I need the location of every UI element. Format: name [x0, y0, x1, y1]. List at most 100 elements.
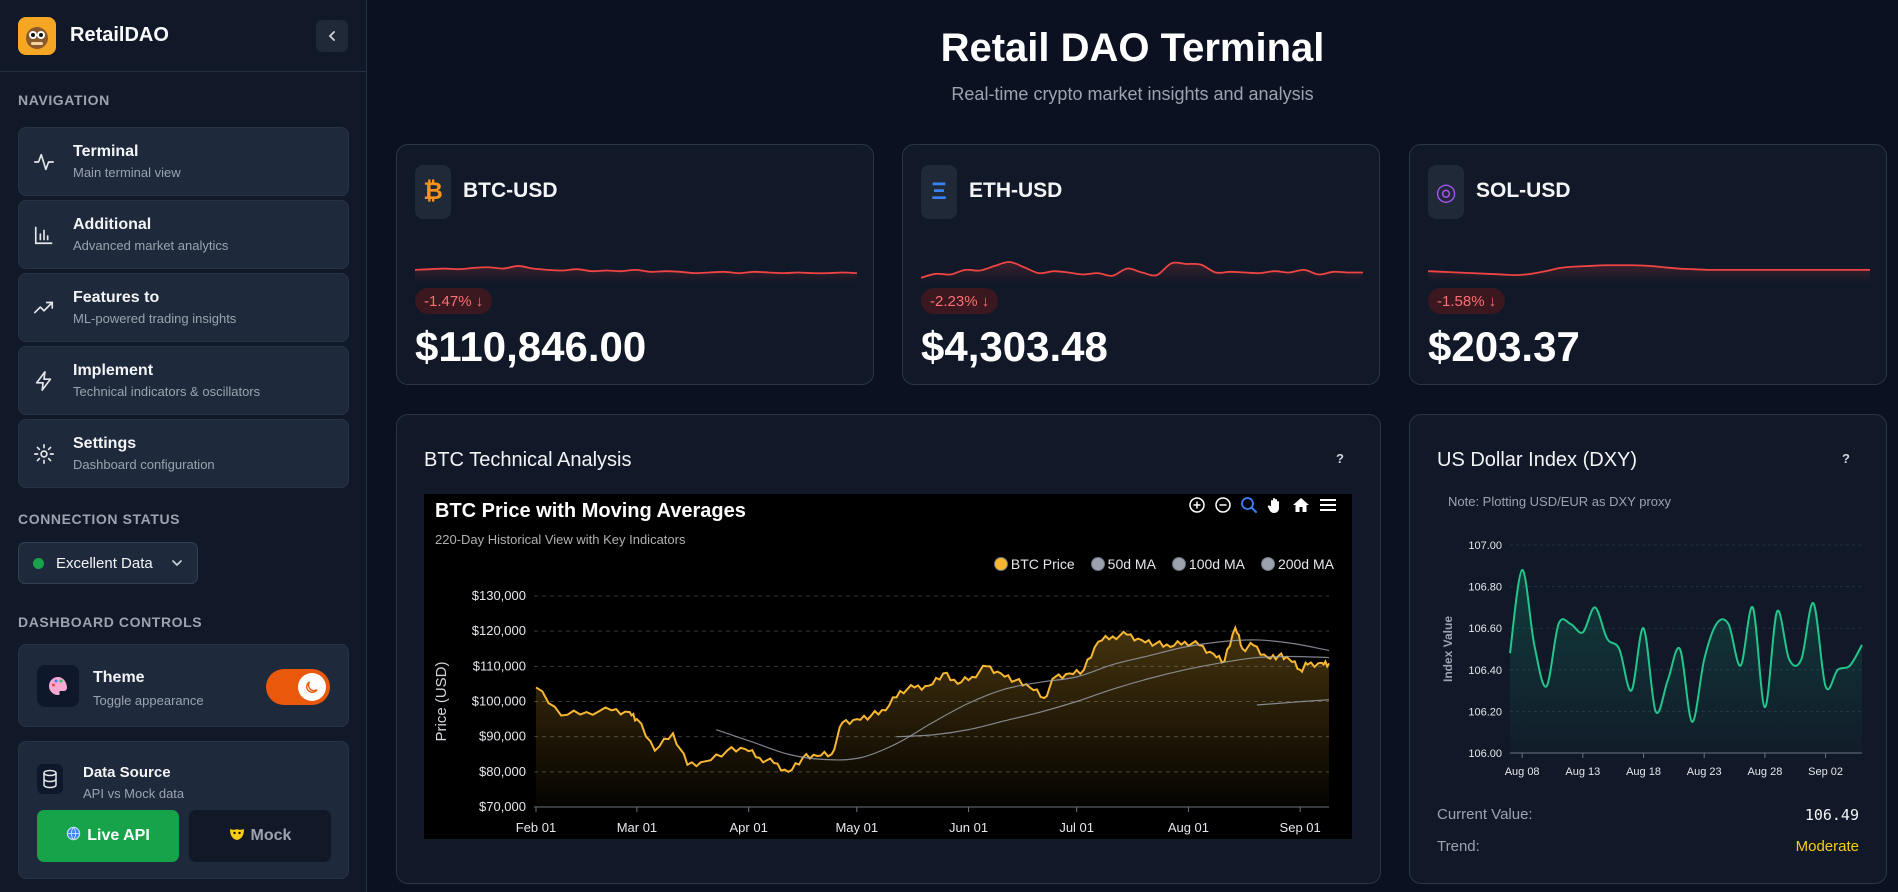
dxy-area — [1510, 569, 1862, 753]
x-tick-label: Apr 01 — [730, 820, 768, 835]
chart-title: BTC Price with Moving Averages — [435, 500, 746, 522]
nav-sub: ML-powered trading insights — [73, 311, 237, 326]
data-source-control: Data Source API vs Mock data Live API Mo… — [18, 741, 349, 879]
dxy-card: US Dollar Index (DXY) ? Note: Plotting U… — [1409, 414, 1887, 884]
sidebar-item-terminal[interactable]: Terminal Main terminal view — [18, 127, 349, 196]
btc-price-line — [535, 624, 1330, 773]
chart-subtitle: 220-Day Historical View with Key Indicat… — [435, 532, 686, 547]
home-icon[interactable] — [1292, 496, 1310, 514]
legend-label: 200d MA — [1277, 556, 1334, 572]
live-api-label: Live API — [87, 827, 150, 844]
chevron-left-icon — [328, 30, 335, 41]
x-tick-label: Jul 01 — [1059, 820, 1094, 835]
ticker-card-sol[interactable]: ◎ SOL-USD -1.58% ↓ $203.37 — [1409, 144, 1887, 385]
theme-toggle[interactable] — [266, 669, 330, 705]
ticker-symbol: SOL-USD — [1476, 179, 1571, 202]
nav-label: Terminal — [73, 143, 139, 160]
ticker-price: $203.37 — [1428, 323, 1580, 370]
status-dot-icon — [33, 557, 44, 569]
x-tick-label: Aug 23 — [1687, 766, 1722, 778]
dxy-note: Note: Plotting USD/EUR as DXY proxy — [1448, 494, 1672, 509]
connection-status-value: Excellent Data — [56, 554, 153, 572]
btc-chart: BTC Price with Moving Averages 220-Day H… — [424, 494, 1352, 839]
sparkline-chart — [415, 265, 857, 283]
dxy-line — [1509, 568, 1863, 723]
zoom-out-icon[interactable] — [1214, 496, 1232, 514]
y-tick-label: $90,000 — [479, 729, 526, 744]
collapse-sidebar-button[interactable] — [316, 19, 348, 52]
y-tick-label: $100,000 — [472, 694, 526, 709]
moving-average-line — [896, 655, 1330, 738]
live-api-button[interactable]: Live API — [37, 810, 179, 862]
nav-label: Additional — [73, 216, 152, 233]
x-tick-label: Aug 18 — [1626, 766, 1661, 778]
nav-label: Settings — [73, 435, 137, 452]
y-tick-label: $120,000 — [472, 623, 526, 638]
y-tick-label: 106.20 — [1468, 706, 1502, 718]
legend-label: BTC Price — [1010, 556, 1075, 572]
x-tick-label: Aug 13 — [1565, 766, 1600, 778]
legend-swatch — [993, 557, 1008, 571]
mock-label: Mock — [250, 827, 292, 844]
y-tick-label: 107.00 — [1468, 540, 1502, 552]
legend-swatch — [1090, 557, 1105, 571]
legend-item[interactable]: 50d MA — [1090, 556, 1156, 572]
sparkline-chart — [921, 261, 1363, 283]
change-badge: -2.23% ↓ — [921, 288, 999, 314]
palette-icon — [37, 665, 79, 707]
y-tick-label: 106.80 — [1468, 582, 1502, 594]
dxy-chart: 106.00 106.20 106.40 106.60 106.80 107.00 Aug … — [1441, 540, 1863, 778]
theme-sub: Toggle appearance — [93, 693, 204, 708]
chart-toolbar — [1188, 496, 1338, 514]
btc-plot: $70,000 $80,000 $90,000 $100,000 $110,000 $12… — [433, 588, 1330, 835]
ticker-symbol: ETH-USD — [969, 179, 1063, 202]
nav-sub: Dashboard configuration — [73, 457, 215, 472]
x-tick-label: Aug 28 — [1747, 766, 1782, 778]
moving-average-line — [1256, 699, 1330, 706]
connection-status-heading: CONNECTION STATUS — [18, 511, 181, 527]
x-tick-label: Sep 02 — [1808, 766, 1843, 778]
nav-sub: Main terminal view — [73, 165, 181, 180]
page-subtitle: Real-time crypto market insights and ana… — [951, 84, 1314, 104]
menu-icon[interactable] — [1318, 496, 1338, 514]
sidebar-item-additional[interactable]: Additional Advanced market analytics — [18, 200, 349, 269]
globe-icon — [66, 826, 81, 846]
sparkline-area — [415, 265, 857, 283]
brand-name: RetailDAO — [70, 24, 169, 46]
sparkline-area — [921, 261, 1363, 283]
help-button[interactable]: ? — [1842, 451, 1850, 466]
sidebar-item-settings[interactable]: Settings Dashboard configuration — [18, 419, 349, 488]
legend-item[interactable]: 200d MA — [1260, 556, 1334, 572]
lightning-icon — [35, 370, 52, 391]
zoom-in-icon[interactable] — [1188, 496, 1206, 514]
legend-item[interactable]: 100d MA — [1171, 556, 1245, 572]
sparkline-chart — [1428, 264, 1870, 283]
sidebar-item-implement[interactable]: Implement Technical indicators & oscillat… — [18, 346, 349, 415]
moving-average-line — [716, 639, 1330, 761]
connection-status-select[interactable]: Excellent Data — [18, 542, 198, 584]
legend-label: 50d MA — [1107, 556, 1156, 572]
nav-label: Implement — [73, 362, 154, 379]
ticker-price: $4,303.48 — [921, 323, 1108, 370]
mock-button[interactable]: Mock — [189, 810, 331, 862]
trend-value: Moderate — [1795, 838, 1859, 855]
search-icon[interactable] — [1240, 496, 1258, 514]
y-tick-label: 106.00 — [1468, 748, 1502, 760]
data-source-label: Data Source — [83, 764, 171, 781]
card-title: US Dollar Index (DXY) — [1437, 449, 1638, 471]
card-title: BTC Technical Analysis — [424, 449, 632, 471]
help-button[interactable]: ? — [1336, 451, 1344, 466]
y-tick-label: $80,000 — [479, 764, 526, 779]
ticker-card-eth[interactable]: Ξ ETH-USD -2.23% ↓ $4,303.48 — [902, 144, 1380, 385]
legend-item[interactable]: BTC Price — [993, 556, 1075, 572]
pan-hand-icon[interactable] — [1266, 496, 1284, 514]
theme-control: Theme Toggle appearance — [18, 644, 349, 727]
bitcoin-icon: ₿ — [415, 165, 451, 219]
ticker-card-btc[interactable]: ₿ BTC-USD -1.47% ↓ $110,846.00 — [396, 144, 874, 385]
current-value: 106.49 — [1804, 806, 1859, 824]
change-badge: -1.58% ↓ — [1428, 288, 1506, 314]
nav-list: Terminal Main terminal view Additional Adv… — [18, 127, 349, 492]
trend-label: Trend: — [1437, 838, 1480, 855]
sidebar-item-features[interactable]: Features to ML-powered trading insights — [18, 273, 349, 342]
x-tick-label: Aug 08 — [1505, 766, 1540, 778]
